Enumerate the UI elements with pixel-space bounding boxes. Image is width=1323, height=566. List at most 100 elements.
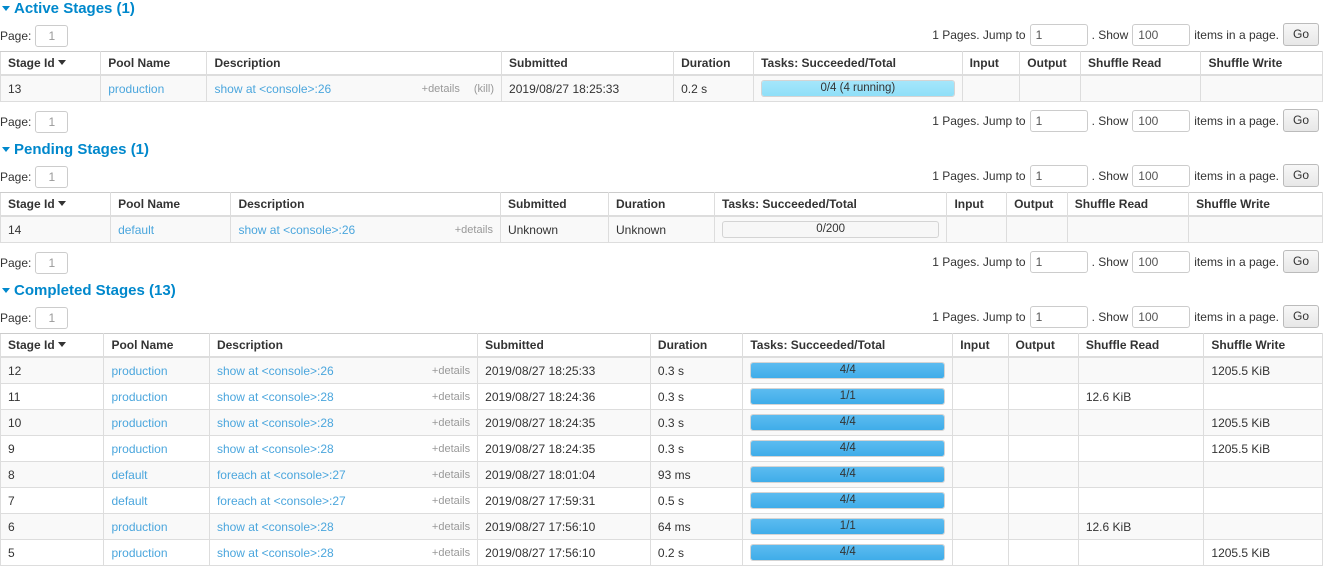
column-header-pool-name[interactable]: Pool Name	[100, 51, 208, 76]
page-input[interactable]	[35, 252, 69, 274]
column-header-submitted[interactable]: Submitted	[501, 51, 675, 76]
stage-description-link[interactable]: show at <console>:28	[216, 545, 334, 560]
pool-name-link[interactable]: production	[111, 389, 168, 404]
column-header-tasks[interactable]: Tasks: Succeeded/Total	[713, 192, 948, 217]
stage-description-link[interactable]: show at <console>:26	[238, 222, 356, 237]
details-toggle-link[interactable]: +details	[431, 416, 471, 429]
show-items-input[interactable]	[1132, 164, 1191, 187]
cell-shuffle-write: 1205.5 KiB	[1203, 409, 1323, 436]
jump-to-input[interactable]	[1029, 305, 1088, 328]
page-input[interactable]	[35, 25, 69, 47]
section-title-pending-stages[interactable]: Pending Stages (1)	[0, 141, 1323, 159]
column-header-stage-id[interactable]: Stage Id	[0, 51, 102, 76]
details-toggle-link[interactable]: +details	[431, 520, 471, 533]
pool-name-link[interactable]: production	[108, 81, 165, 96]
pool-name-link[interactable]: production	[111, 363, 168, 378]
pagination-top-pending-stages: Page: 1 Pages. Jump to . Show items in a pa…	[0, 163, 1323, 192]
page-input[interactable]	[35, 307, 69, 329]
go-button[interactable]: Go	[1282, 250, 1319, 273]
stage-description-link[interactable]: show at <console>:28	[216, 441, 334, 456]
jump-to-input[interactable]	[1029, 109, 1088, 132]
column-header-input[interactable]: Input	[961, 51, 1021, 76]
jump-to-input[interactable]	[1029, 164, 1088, 187]
column-header-output[interactable]: Output	[1019, 51, 1082, 76]
column-header-description[interactable]: Description	[230, 192, 501, 217]
column-header-duration[interactable]: Duration	[607, 192, 715, 217]
go-button[interactable]: Go	[1282, 305, 1319, 328]
pages-count-label: 1 Pages. Jump to	[932, 309, 1026, 324]
items-per-page-label: items in a page.	[1194, 27, 1279, 42]
column-header-label: Duration	[657, 338, 708, 352]
column-header-output[interactable]: Output	[1006, 192, 1068, 217]
page-input[interactable]	[35, 111, 69, 133]
column-header-shuffle-write[interactable]: Shuffle Write	[1200, 51, 1323, 76]
stage-description-link[interactable]: foreach at <console>:27	[216, 493, 346, 508]
column-header-pool-name[interactable]: Pool Name	[110, 192, 232, 217]
details-toggle-link[interactable]: +details	[431, 442, 471, 455]
details-toggle-link[interactable]: +details	[431, 546, 471, 559]
pages-count-label: 1 Pages. Jump to	[932, 113, 1026, 128]
column-header-shuffle-write[interactable]: Shuffle Write	[1188, 192, 1323, 217]
column-header-input[interactable]: Input	[946, 192, 1008, 217]
details-toggle-link[interactable]: +details	[454, 223, 493, 236]
pool-name-link[interactable]: production	[111, 545, 168, 560]
section-title-completed-stages[interactable]: Completed Stages (13)	[0, 282, 1323, 300]
kill-stage-link[interactable]: (kill)	[473, 82, 495, 95]
column-header-label: Output	[1015, 338, 1055, 352]
cell-stage-id: 14	[0, 215, 112, 243]
go-button[interactable]: Go	[1282, 164, 1319, 187]
column-header-description[interactable]: Description	[206, 51, 503, 76]
details-toggle-link[interactable]: +details	[431, 468, 471, 481]
column-header-description[interactable]: Description	[208, 333, 479, 358]
stage-description-link[interactable]: show at <console>:28	[216, 389, 334, 404]
column-header-submitted[interactable]: Submitted	[477, 333, 651, 358]
column-header-stage-id[interactable]: Stage Id	[0, 192, 112, 217]
column-header-input[interactable]: Input	[952, 333, 1009, 358]
column-header-label: Input	[954, 197, 984, 211]
jump-to-input[interactable]	[1029, 250, 1088, 273]
pool-name-link[interactable]: default	[118, 222, 155, 237]
cell-output	[1007, 383, 1079, 410]
cell-stage-id: 6	[0, 513, 105, 540]
sort-descending-icon	[57, 342, 66, 348]
column-header-shuffle-read[interactable]: Shuffle Read	[1066, 192, 1190, 217]
pool-name-link[interactable]: production	[111, 441, 168, 456]
go-button[interactable]: Go	[1282, 23, 1319, 46]
column-header-tasks[interactable]: Tasks: Succeeded/Total	[753, 51, 963, 76]
column-header-tasks[interactable]: Tasks: Succeeded/Total	[742, 333, 954, 358]
column-header-output[interactable]: Output	[1007, 333, 1079, 358]
show-items-input[interactable]	[1132, 250, 1191, 273]
column-header-shuffle-read[interactable]: Shuffle Read	[1077, 333, 1205, 358]
stage-description-link[interactable]: show at <console>:26	[216, 363, 334, 378]
show-items-input[interactable]	[1132, 305, 1191, 328]
details-toggle-link[interactable]: +details	[431, 364, 471, 377]
stage-description-link[interactable]: show at <console>:28	[216, 519, 334, 534]
details-toggle-link[interactable]: +details	[421, 82, 460, 95]
column-header-stage-id[interactable]: Stage Id	[0, 333, 105, 358]
details-toggle-link[interactable]: +details	[431, 494, 471, 507]
go-button[interactable]: Go	[1282, 109, 1319, 132]
stage-description-link[interactable]: show at <console>:28	[216, 415, 334, 430]
pool-name-link[interactable]: production	[111, 519, 168, 534]
column-header-shuffle-read[interactable]: Shuffle Read	[1080, 51, 1202, 76]
column-header-duration[interactable]: Duration	[649, 333, 744, 358]
pool-name-link[interactable]: default	[111, 493, 148, 508]
items-per-page-label: items in a page.	[1194, 309, 1279, 324]
jump-to-input[interactable]	[1029, 23, 1088, 46]
stage-description-link[interactable]: show at <console>:26	[214, 81, 332, 96]
pool-name-link[interactable]: default	[111, 467, 148, 482]
section-title-active-stages[interactable]: Active Stages (1)	[0, 0, 1323, 18]
pool-name-link[interactable]: production	[111, 415, 168, 430]
column-header-pool-name[interactable]: Pool Name	[103, 333, 210, 358]
details-toggle-link[interactable]: +details	[431, 390, 471, 403]
section-title-label: Pending Stages (1)	[14, 141, 150, 158]
column-header-duration[interactable]: Duration	[673, 51, 755, 76]
stage-description-link[interactable]: foreach at <console>:27	[216, 467, 346, 482]
column-header-shuffle-write[interactable]: Shuffle Write	[1203, 333, 1323, 358]
show-items-input[interactable]	[1132, 23, 1191, 46]
cell-input	[952, 435, 1009, 462]
show-items-input[interactable]	[1132, 109, 1191, 132]
page-input[interactable]	[35, 166, 69, 188]
cell-shuffle-write: 1205.5 KiB	[1203, 356, 1323, 384]
column-header-submitted[interactable]: Submitted	[499, 192, 609, 217]
